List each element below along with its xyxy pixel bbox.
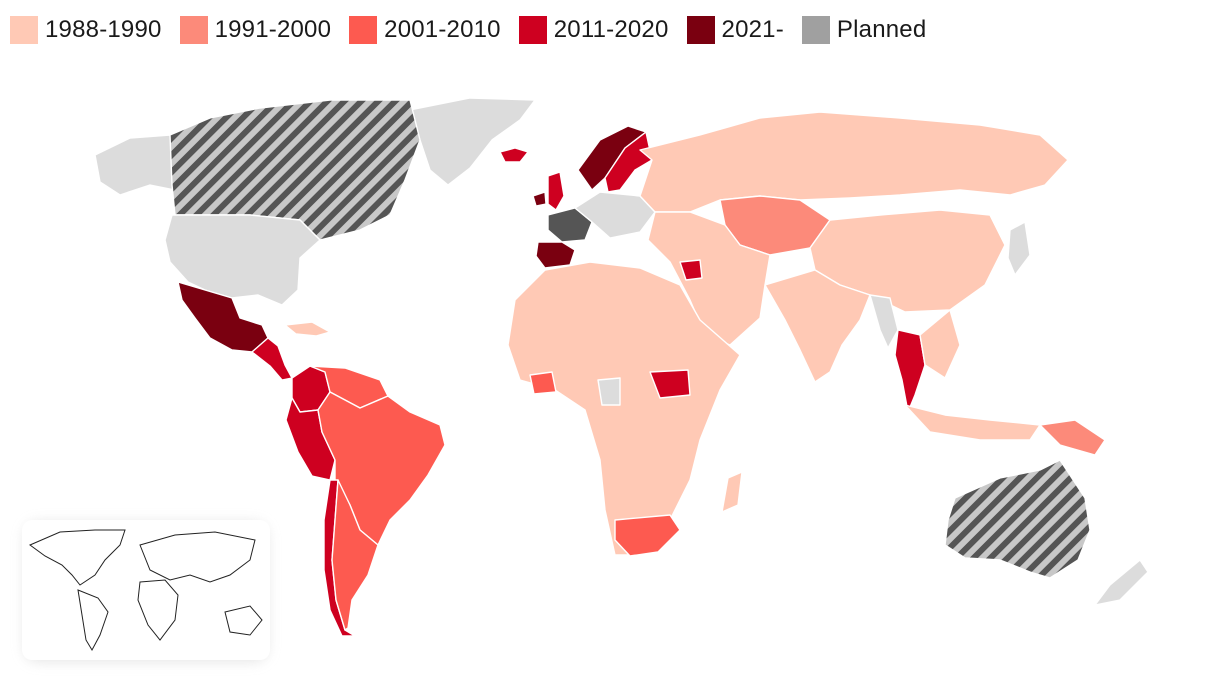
region-greenland [409,97,536,186]
region-ireland [532,191,547,207]
region-brazil [317,391,446,546]
region-caribbean [284,321,331,337]
region-south-africa [614,514,681,557]
region-spain [535,241,576,269]
legend-item: 1988-1990 [10,16,162,44]
region-indonesia [904,404,1041,441]
legend-item: 2001-2010 [349,16,501,44]
region-iceland [499,147,529,163]
inset-world-map [22,520,270,662]
region-new-zealand [1094,559,1149,606]
legend-item: 2021- [686,16,784,44]
region-russia [639,111,1069,213]
region-drc [597,377,621,406]
map-legend: 1988-1990 1991-2000 2001-2010 2011-2020 2021… [10,14,944,46]
region-united-states [164,214,321,306]
region-alaska [94,134,176,196]
legend-label: 2021- [721,16,784,43]
region-syria [679,259,703,281]
region-sweden [604,131,653,193]
region-central-europe [574,191,656,239]
legend-label: Planned [836,16,927,43]
legend-item: Planned [801,16,927,44]
region-uk [547,171,565,211]
legend-label: 1988-1990 [45,16,162,43]
region-africa [507,261,741,556]
legend-swatch [10,16,38,44]
region-peru [285,397,336,481]
legend-swatch [518,16,547,44]
legend-item: 2011-2020 [518,16,669,44]
legend-label: 2011-2020 [553,16,669,43]
region-japan [1007,221,1031,276]
legend-item: 1991-2000 [179,16,332,44]
region-png [1039,419,1106,456]
legend-label: 1991-2000 [214,16,332,43]
region-se-asia [919,309,961,379]
legend-swatch [349,16,378,44]
legend-swatch [801,16,830,44]
region-south-sudan [649,369,691,399]
region-thailand [894,329,926,413]
legend-label: 2001-2010 [384,16,501,43]
region-argentina [331,479,379,631]
legend-swatch [179,16,208,44]
region-madagascar [721,471,743,513]
region-australia [944,459,1091,579]
region-central-america [251,337,293,381]
region-middle-east [647,211,771,346]
region-ivory-coast [529,371,557,395]
legend-swatch [686,16,715,44]
region-myanmar [869,294,899,349]
region-india [764,269,871,383]
